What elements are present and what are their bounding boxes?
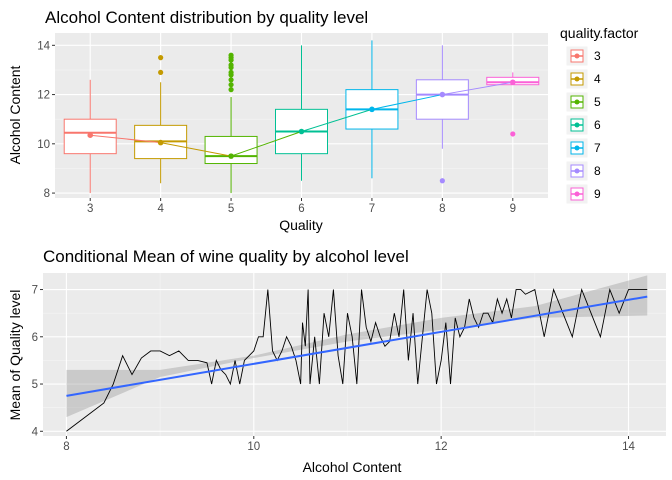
chart-title: Conditional Mean of wine quality by alco…: [43, 247, 409, 266]
outlier-point: [228, 52, 234, 58]
axis-ticks: 8 10 12 14 3 4 5 6 7 8 9: [37, 40, 516, 215]
grid-lines: [43, 273, 666, 436]
mean-line-segment: [90, 134, 161, 144]
legend-label: 6: [594, 118, 601, 132]
box: [415, 79, 469, 120]
chart-title: Alcohol Content distribution by quality …: [45, 8, 368, 27]
x-tick-label: 8: [439, 203, 445, 215]
x-tick-label: 10: [247, 441, 260, 453]
x-tick-label: 6: [298, 203, 304, 215]
y-tick-label: 14: [37, 40, 50, 52]
mean-quality-line: [66, 287, 648, 432]
mean-line-segment: [230, 131, 302, 157]
mean-point: [87, 132, 94, 139]
legend-label: 7: [594, 141, 601, 155]
confidence-band: [66, 275, 648, 418]
legend-swatch-point: [574, 168, 580, 174]
outlier-point: [228, 77, 234, 83]
mean-point: [369, 106, 375, 113]
outlier-point: [439, 178, 445, 184]
outlier-point: [228, 69, 234, 76]
line-marks: [66, 275, 648, 432]
legend-swatch-point: [574, 145, 580, 151]
legend: quality.factor 3 4 5 6 7 8 9: [560, 25, 639, 205]
y-tick-label: 7: [32, 285, 38, 297]
y-axis-title: Alcohol Content: [7, 65, 23, 164]
legend-label: 4: [594, 72, 601, 86]
boxplot-chart: Alcohol Content distribution by quality …: [7, 8, 639, 233]
outlier-point: [228, 82, 234, 88]
axis-ticks: 8 10 12 14 4 5 6 7: [32, 285, 636, 453]
mean-line-segment: [301, 108, 373, 132]
conditional-mean-chart: Conditional Mean of wine quality by alco…: [7, 247, 666, 475]
legend-label: 9: [594, 187, 601, 201]
mean-point: [298, 128, 305, 135]
y-tick-label: 8: [44, 188, 50, 200]
outlier-point: [158, 55, 164, 61]
y-tick-label: 4: [32, 426, 39, 438]
mean-point: [509, 79, 516, 86]
y-tick-label: 6: [32, 332, 38, 344]
mean-point: [439, 91, 446, 98]
mean-line-segment: [371, 94, 443, 110]
outlier-point: [228, 62, 234, 68]
y-tick-label: 10: [37, 139, 50, 151]
y-axis-title: Mean of Quality level: [7, 290, 23, 421]
x-tick-label: 12: [435, 441, 448, 453]
smooth-fit-line: [66, 295, 648, 397]
legend-swatch-point: [574, 53, 580, 59]
x-tick-label: 8: [63, 441, 69, 453]
legend-label: 8: [594, 164, 601, 178]
y-tick-label: 5: [32, 379, 38, 391]
legend-swatch-point: [574, 122, 580, 128]
y-tick-label: 12: [37, 90, 50, 102]
legend-swatch-point: [574, 191, 580, 197]
box-marks: [63, 40, 540, 194]
mean-line-segment: [160, 142, 232, 157]
legend-swatch-point: [574, 76, 580, 82]
x-tick-label: 5: [228, 203, 234, 215]
x-axis-title: Alcohol Content: [303, 459, 402, 475]
mean-point: [157, 139, 164, 146]
legend-label: 5: [594, 95, 601, 109]
x-tick-label: 4: [157, 203, 164, 215]
x-axis-title: Quality: [279, 217, 323, 233]
mean-point: [228, 153, 234, 159]
outlier-point: [510, 131, 516, 137]
legend-swatch-point: [574, 99, 580, 105]
plot-panel: [43, 273, 666, 436]
outlier-point: [158, 69, 164, 76]
x-tick-label: 14: [622, 441, 635, 453]
legend-label: 3: [594, 49, 601, 63]
outlier-point: [228, 87, 234, 93]
x-tick-label: 7: [369, 203, 375, 215]
legend-title: quality.factor: [560, 25, 639, 41]
mean-line-segment: [442, 81, 513, 96]
x-tick-label: 3: [87, 203, 93, 215]
x-tick-label: 9: [510, 203, 516, 215]
